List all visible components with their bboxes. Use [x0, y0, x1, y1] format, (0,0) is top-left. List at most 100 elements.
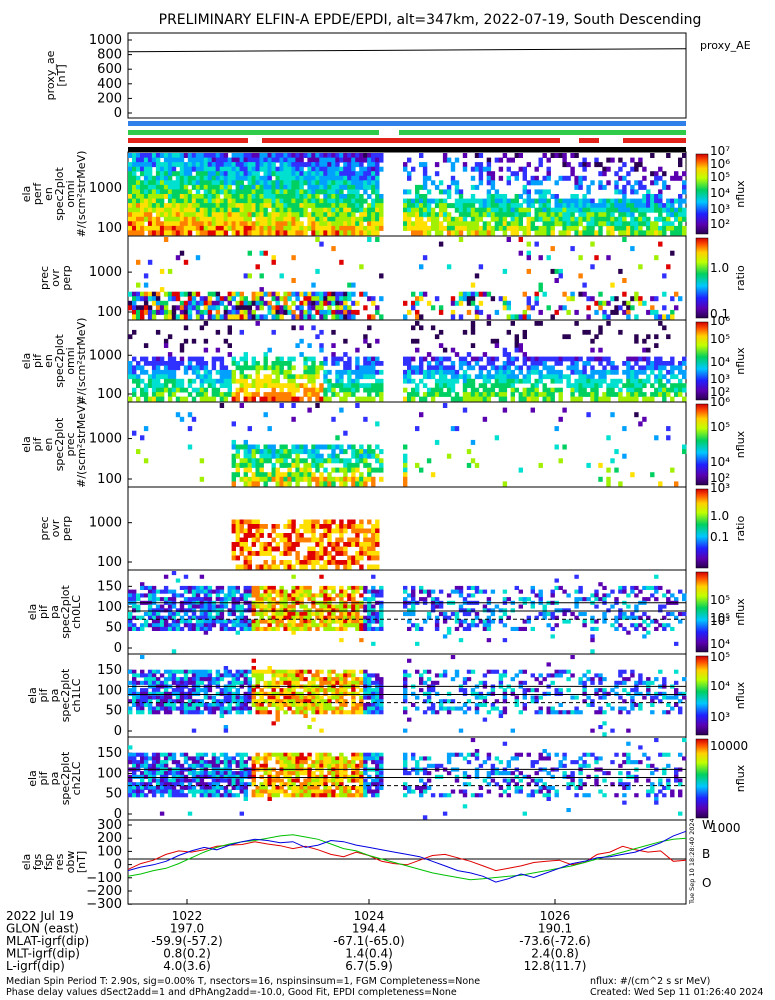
heatmap-cell — [223, 225, 229, 231]
heatmap-cell — [682, 171, 687, 177]
heatmap-cell — [411, 305, 416, 311]
heatmap-cell — [187, 356, 193, 362]
heatmap-cell — [351, 449, 356, 455]
heatmap-cell — [355, 175, 360, 181]
heatmap-cell — [143, 356, 149, 362]
heatmap-cell — [287, 171, 292, 177]
heatmap-cell — [347, 305, 352, 311]
heatmap-cell — [530, 626, 535, 631]
heatmap-cell — [522, 184, 527, 190]
heatmap-cell — [128, 207, 133, 213]
heatmap-cell — [267, 180, 272, 186]
heatmap-cell — [594, 392, 599, 397]
heatmap-cell — [255, 162, 260, 168]
heatmap-cell — [554, 221, 559, 227]
heatmap-cell — [363, 175, 368, 181]
heatmap-cell — [295, 476, 300, 482]
heatmap-cell — [470, 619, 476, 624]
heatmap-cell — [235, 300, 240, 306]
heatmap-cell — [267, 392, 272, 397]
heatmap-cell — [271, 157, 276, 163]
heatmap-cell — [327, 444, 332, 450]
heatmap-cell — [594, 593, 599, 598]
heatmap-cell — [263, 198, 268, 204]
heatmap-cell — [626, 314, 631, 320]
heatmap-cell — [171, 387, 177, 393]
colorbar-tick-label: 10³ — [710, 372, 730, 386]
heatmap-cell — [602, 378, 607, 384]
heatmap-cell — [243, 458, 248, 464]
heatmap-cell — [307, 189, 312, 195]
heatmap-cell — [147, 608, 153, 613]
heatmap-cell — [602, 184, 607, 190]
heatmap-cell — [167, 189, 173, 195]
heatmap-cell — [454, 396, 460, 402]
heatmap-cell — [163, 365, 169, 371]
heatmap-cell — [379, 203, 384, 209]
heatmap-cell — [466, 593, 472, 598]
heatmap-cell — [546, 365, 551, 371]
heatmap-cell — [363, 153, 368, 158]
heatmap-cell — [347, 153, 352, 158]
heatmap-cell — [319, 153, 324, 158]
heatmap-cell — [171, 604, 177, 609]
heatmap-cell — [271, 207, 276, 213]
heatmap-cell — [662, 305, 667, 311]
y-axis-label: spec2plot — [53, 417, 66, 471]
heatmap-cell — [367, 180, 372, 186]
heatmap-cell — [219, 604, 225, 609]
heatmap-cell — [147, 230, 153, 236]
heatmap-cell — [574, 589, 579, 594]
heatmap-cell — [179, 604, 185, 609]
heatmap-cell — [674, 291, 679, 297]
heatmap-cell — [407, 216, 412, 222]
heatmap-cell — [343, 291, 348, 297]
heatmap-cell — [606, 314, 611, 320]
heatmap-cell — [263, 542, 268, 547]
heatmap-cell — [283, 396, 288, 402]
heatmap-cell — [335, 221, 340, 227]
heatmap-cell — [295, 171, 300, 177]
heatmap-cell — [578, 387, 583, 393]
heatmap-cell — [430, 198, 436, 204]
heatmap-cell — [315, 184, 320, 190]
heatmap-cell — [171, 305, 177, 311]
heatmap-cell — [291, 458, 296, 464]
heatmap-cell — [582, 597, 587, 602]
heatmap-cell — [223, 171, 229, 177]
heatmap-cell — [606, 216, 611, 222]
heatmap-cell — [542, 216, 547, 222]
heatmap-cell — [319, 343, 324, 348]
heatmap-cell — [211, 180, 217, 186]
heatmap-cell — [458, 589, 464, 594]
heatmap-cell — [367, 216, 372, 222]
heatmap-cell — [602, 365, 607, 371]
heatmap-cell — [279, 462, 284, 468]
heatmap-cell — [319, 189, 324, 195]
heatmap-cell — [271, 528, 276, 534]
heatmap-cell — [311, 537, 316, 543]
heatmap-cell — [331, 194, 336, 199]
heatmap-cell — [534, 180, 539, 186]
heatmap-cell — [175, 383, 181, 388]
heatmap-cell — [311, 444, 316, 450]
heatmap-cell — [267, 157, 272, 163]
heatmap-cell — [263, 560, 268, 565]
heatmap-cell — [419, 467, 424, 473]
heatmap-cell — [295, 221, 300, 227]
heatmap-cell — [498, 198, 504, 204]
heatmap-cell — [243, 608, 248, 613]
heatmap-cell — [371, 212, 376, 218]
heatmap-cell — [259, 189, 264, 195]
heatmap-cell — [136, 374, 141, 380]
heatmap-cell — [132, 392, 137, 397]
heatmap-cell — [259, 216, 264, 222]
heatmap-cell — [128, 369, 133, 375]
heatmap-cell — [283, 444, 288, 450]
heatmap-cell — [403, 462, 408, 468]
heatmap-cell — [327, 383, 332, 388]
heatmap-cell — [490, 180, 496, 186]
heatmap-cell — [243, 439, 248, 445]
heatmap-cell — [411, 230, 416, 236]
heatmap-cell — [658, 175, 663, 181]
